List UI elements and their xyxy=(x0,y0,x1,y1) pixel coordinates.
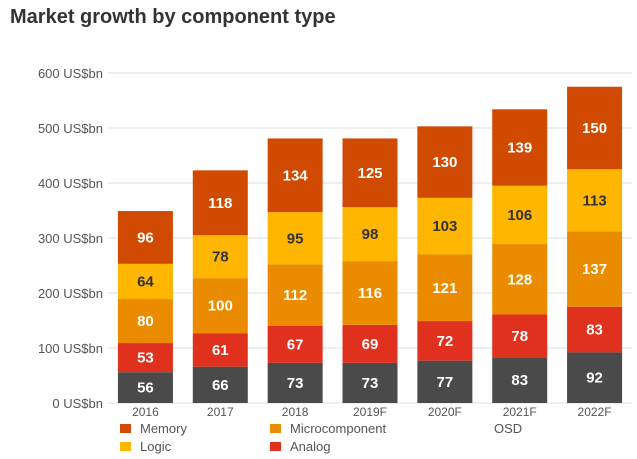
bar-segment xyxy=(567,352,623,403)
bar-segment xyxy=(342,324,398,363)
bar-segment xyxy=(567,306,623,353)
legend-label: Memory xyxy=(140,421,187,436)
bar-segment xyxy=(417,126,473,198)
data-label: 96 xyxy=(137,229,154,246)
data-label: 66 xyxy=(212,377,229,394)
bar-segment xyxy=(192,170,248,236)
legend-label: Logic xyxy=(140,439,172,454)
bar-segment xyxy=(567,169,623,232)
data-label: 83 xyxy=(511,372,528,389)
data-label: 72 xyxy=(437,333,454,350)
data-label: 130 xyxy=(432,154,457,171)
data-label: 73 xyxy=(287,375,304,392)
bar-segment xyxy=(342,207,398,262)
data-label: 80 xyxy=(137,313,154,330)
bar-segment xyxy=(267,264,323,326)
bar-segment xyxy=(117,263,173,300)
data-label: 77 xyxy=(437,374,454,391)
bar-segment xyxy=(567,86,623,170)
bar-segment xyxy=(417,360,473,403)
data-label: 113 xyxy=(582,192,606,209)
bar-segment xyxy=(417,197,473,255)
y-tick-label: 400 US$bn xyxy=(38,176,103,191)
data-label: 92 xyxy=(586,370,603,387)
data-label: 139 xyxy=(507,140,532,157)
data-label: 56 xyxy=(137,380,154,397)
bar-segment xyxy=(567,231,623,307)
x-tick-label: 2019F xyxy=(353,405,387,419)
data-label: 118 xyxy=(208,195,232,212)
legend-swatch xyxy=(120,424,131,433)
legend-swatch xyxy=(270,442,281,451)
legend-label: Analog xyxy=(290,439,330,454)
data-label: 64 xyxy=(137,273,154,290)
bar-segment xyxy=(117,299,173,344)
bar-segment xyxy=(492,357,548,403)
x-tick-label: 2020F xyxy=(428,405,462,419)
bar-segment xyxy=(492,314,548,358)
y-tick-label: 300 US$bn xyxy=(38,231,103,246)
bar-segment xyxy=(492,185,548,245)
data-label: 150 xyxy=(582,120,607,137)
bar-segment xyxy=(267,326,323,363)
data-label: 100 xyxy=(208,298,233,315)
data-label: 121 xyxy=(432,280,457,297)
x-tick-label: 2017 xyxy=(207,405,234,419)
bar-segment xyxy=(192,333,248,367)
legend-swatch xyxy=(270,424,281,433)
data-label: 134 xyxy=(283,167,309,184)
bar-segment xyxy=(417,254,473,322)
data-label: 103 xyxy=(432,218,457,235)
x-tick-label: 2022F xyxy=(578,405,612,419)
data-label: 67 xyxy=(287,336,304,353)
data-label: 83 xyxy=(586,322,603,339)
data-label: 78 xyxy=(212,249,229,266)
data-label: 116 xyxy=(358,285,382,302)
bar-segment xyxy=(192,278,248,334)
legend-label: OSD xyxy=(494,421,522,436)
legend-swatch xyxy=(120,442,131,451)
bar-segment xyxy=(492,244,548,315)
x-tick-label: 2021F xyxy=(503,405,537,419)
data-label: 125 xyxy=(357,165,382,182)
x-tick-label: 2018 xyxy=(282,405,309,419)
data-label: 73 xyxy=(362,375,379,392)
bar-segment xyxy=(342,261,398,325)
bar-segment xyxy=(267,212,323,265)
bar-segment xyxy=(117,343,173,373)
data-label: 78 xyxy=(511,328,528,345)
data-label: 69 xyxy=(362,336,379,353)
data-label: 61 xyxy=(212,342,229,359)
bar-segment xyxy=(192,235,248,279)
data-label: 128 xyxy=(507,271,532,288)
bar-segment xyxy=(417,321,473,361)
bar-segment xyxy=(117,372,173,403)
y-tick-label: 100 US$bn xyxy=(38,341,103,356)
bar-segment xyxy=(492,109,548,186)
bar-segment xyxy=(192,366,248,403)
x-tick-label: 2016 xyxy=(132,405,159,419)
bar-segment xyxy=(342,362,398,403)
data-label: 95 xyxy=(287,230,304,247)
y-tick-label: 200 US$bn xyxy=(38,286,103,301)
bar-segment xyxy=(267,362,323,403)
bar-segment xyxy=(267,138,323,213)
data-label: 98 xyxy=(362,226,379,243)
bar-segment xyxy=(342,138,398,208)
data-label: 137 xyxy=(582,261,607,278)
y-tick-label: 600 US$bn xyxy=(38,66,103,81)
y-tick-label: 0 US$bn xyxy=(52,396,103,411)
data-label: 53 xyxy=(137,350,154,367)
chart-title: Market growth by component type xyxy=(10,6,336,28)
data-label: 112 xyxy=(283,287,307,304)
y-tick-label: 500 US$bn xyxy=(38,121,103,136)
legend-label: Microcomponent xyxy=(290,421,386,436)
data-label: 106 xyxy=(507,207,532,224)
bar-segment xyxy=(117,211,173,264)
